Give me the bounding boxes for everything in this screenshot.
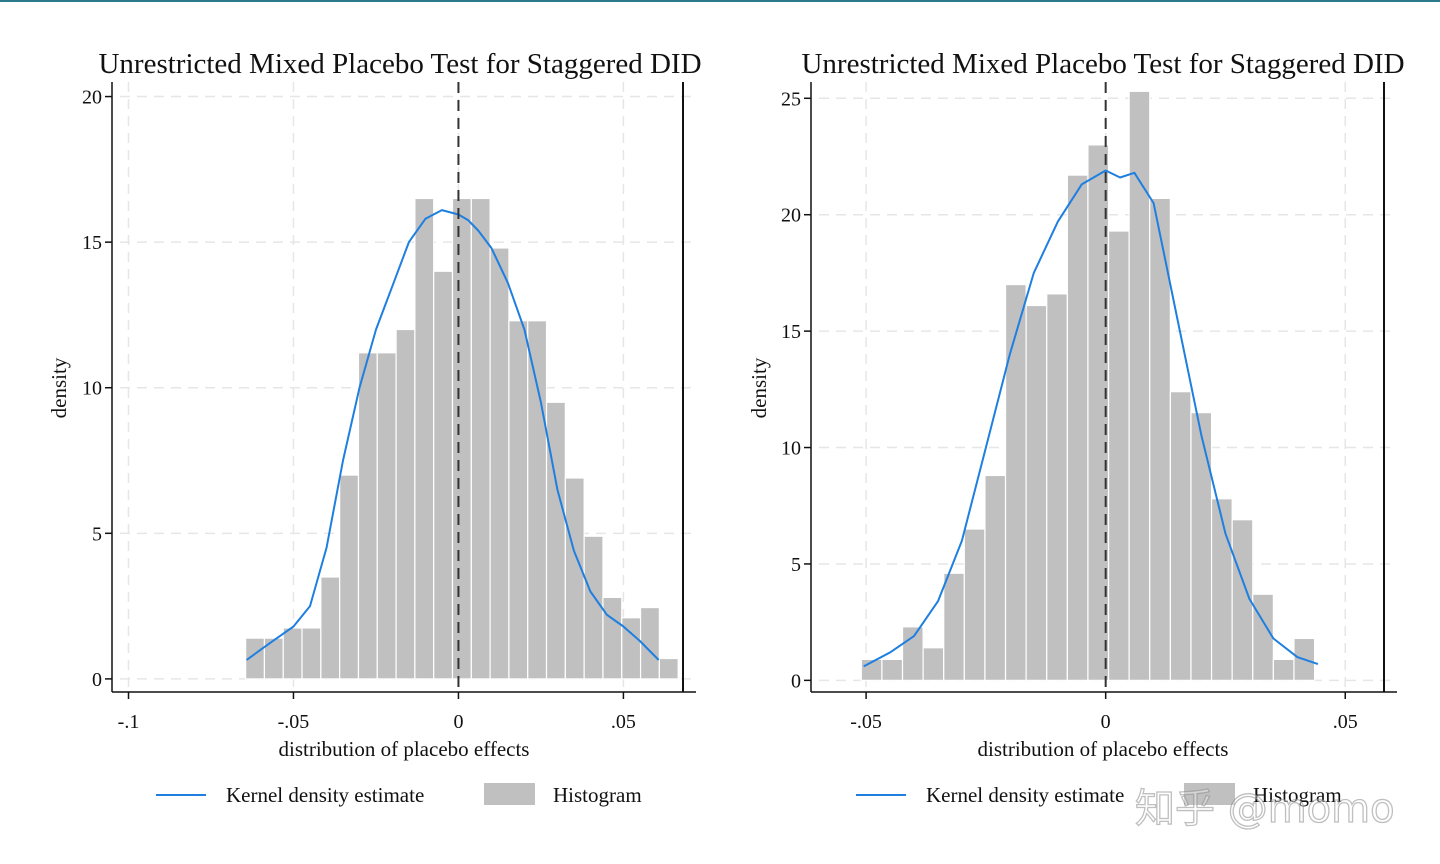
x-tick-label-right-0: 0 (1101, 711, 1111, 733)
chart-title-right: Unrestricted Mixed Placebo Test for Stag… (801, 48, 1404, 80)
histogram-bar-left-4 (320, 576, 341, 680)
histogram-bar-left-12 (470, 197, 491, 680)
y-tick-label-left-0: 0 (92, 669, 102, 691)
histogram-bar-right-12 (1107, 230, 1130, 681)
histogram-bar-left-15 (527, 320, 548, 680)
watermark: 知乎 @momo (1135, 786, 1395, 832)
histogram-bar-right-1 (881, 658, 904, 681)
histogram-bar-left-21 (639, 606, 660, 680)
top-border-line (0, 0, 1440, 2)
histogram-bar-right-19 (1252, 593, 1274, 681)
histogram-bar-left-10 (433, 270, 454, 680)
legend-right: Kernel density estimate Histogram (856, 783, 1342, 807)
panel-right: Unrestricted Mixed Placebo Test for Stag… (747, 48, 1405, 807)
x-tick-label-left-.05: .05 (611, 711, 636, 733)
histogram-bar-left-13 (489, 247, 510, 680)
panel-left: Unrestricted Mixed Placebo Test for Stag… (47, 48, 702, 807)
histogram-bar-right-20 (1272, 658, 1295, 681)
y-tick-label-right-0: 0 (791, 670, 801, 692)
histogram-bar-right-5 (963, 528, 986, 681)
histogram-bar-right-15 (1169, 391, 1192, 681)
y-tick-label-right-5: 5 (791, 554, 801, 576)
x-tick-label-left--.05: -.05 (278, 711, 310, 733)
histogram-bar-left-18 (583, 535, 604, 680)
y-axis-label-right: density (747, 357, 771, 418)
histogram-bar-left-19 (602, 596, 623, 680)
histogram-bar-left-22 (658, 657, 679, 680)
histogram-bar-right-2 (901, 626, 924, 681)
y-tick-label-right-25: 25 (781, 88, 801, 110)
histogram-bar-left-9 (414, 197, 435, 680)
x-tick-label-left--.1: -.1 (118, 711, 140, 733)
plot-area-right: 0 5 10 15 20 25 -.05 0 .05 (781, 82, 1397, 733)
legend-histogram-label-left: Histogram (553, 783, 642, 807)
histogram-bar-left-3 (301, 627, 322, 680)
kde-line-right (863, 169, 1319, 668)
histogram-bar-right-3 (922, 647, 945, 681)
x-axis-label-left: distribution of placebo effects (279, 737, 530, 761)
chart-title-left: Unrestricted Mixed Placebo Test for Stag… (98, 48, 701, 80)
x-axis-label-right: distribution of placebo effects (978, 737, 1229, 761)
y-tick-label-left-10: 10 (82, 378, 102, 400)
legend-left: Kernel density estimate Histogram (156, 783, 642, 807)
histogram-bar-left-7 (376, 352, 397, 680)
y-tick-label-right-20: 20 (781, 205, 801, 227)
y-tick-label-left-20: 20 (82, 87, 102, 109)
y-tick-label-right-10: 10 (781, 438, 801, 460)
y-tick-label-right-15: 15 (781, 321, 801, 343)
histogram-bar-left-2 (282, 627, 303, 680)
x-tick-label-right--.05: -.05 (850, 711, 882, 733)
legend-histogram-swatch-left (484, 783, 535, 805)
histogram-bar-left-17 (564, 477, 585, 680)
histogram-bar-right-16 (1190, 412, 1213, 681)
histogram-bar-left-14 (508, 320, 529, 680)
y-axis-label-left: density (47, 357, 71, 418)
histogram-bar-left-5 (339, 474, 360, 680)
histogram-bar-right-10 (1066, 174, 1089, 681)
histogram-bar-left-6 (357, 352, 378, 680)
x-tick-label-left-0: 0 (453, 711, 463, 733)
histogram-bar-left-8 (395, 328, 416, 680)
histogram-bar-right-7 (1004, 283, 1027, 681)
legend-histogram-label-right: Histogram (1253, 783, 1342, 807)
histogram-bar-right-17 (1210, 498, 1233, 681)
x-tick-label-right-.05: .05 (1333, 711, 1358, 733)
histogram-bar-right-4 (943, 572, 965, 681)
histogram-bar-right-8 (1025, 304, 1048, 681)
legend-histogram-swatch-right (1184, 783, 1235, 805)
legend-kde-label-right: Kernel density estimate (926, 783, 1124, 807)
y-tick-label-left-5: 5 (92, 523, 102, 545)
legend-kde-label-left: Kernel density estimate (226, 783, 424, 807)
histogram-bar-right-6 (984, 474, 1007, 681)
plot-area-left: 0 5 10 15 20 -.1 -.05 0 .05 (82, 82, 696, 733)
histogram-bar-left-11 (451, 197, 472, 680)
histogram-bar-right-9 (1046, 293, 1068, 681)
y-tick-label-left-15: 15 (82, 232, 102, 254)
